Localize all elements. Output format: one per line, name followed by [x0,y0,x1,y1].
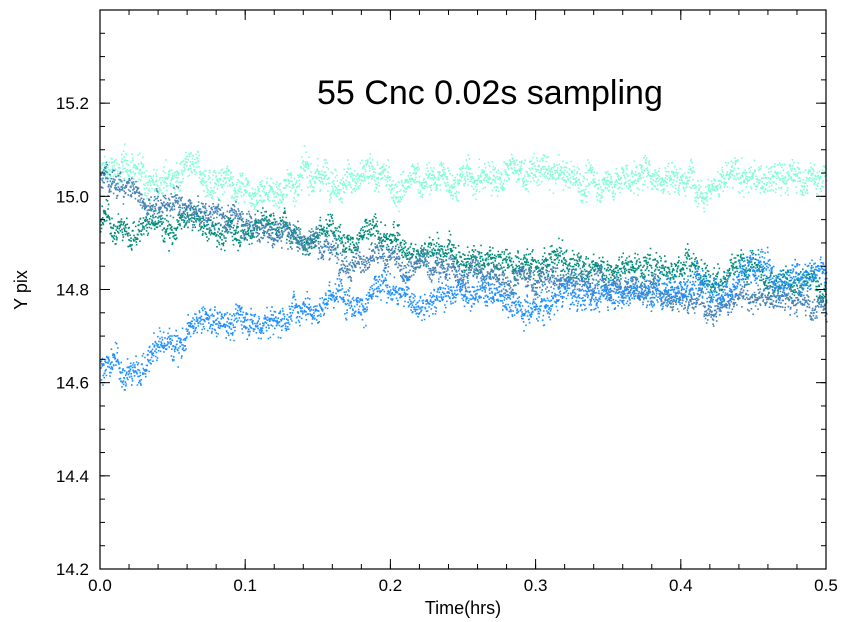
y-tick-label: 15.2 [56,94,89,113]
series-0-scatter [100,143,828,213]
x-tick-label: 0.0 [88,576,112,595]
series-0-points [100,143,828,213]
series-2-points [100,161,828,327]
x-tick-label: 0.5 [814,576,838,595]
y-tick-label: 14.2 [56,560,89,579]
series-layer [100,143,828,391]
tick-layer: 0.0 0.1 0.2 0.3 0.4 0.5 14.2 14.4 14.6 14.8 15.0 15… [56,9,838,595]
y-tick-label: 14.4 [56,467,89,486]
series-2-scatter [100,161,828,327]
y-tick-label: 14.8 [56,281,89,300]
y-axis-label: Y pix [11,270,31,310]
series-3-scatter [100,246,828,391]
x-tick-label: 0.2 [379,576,403,595]
y-tick-label: 14.6 [56,374,89,393]
chart-title: 55 Cnc 0.02s sampling [317,74,663,112]
series-3-points [100,246,828,391]
y-tick-label: 15.0 [56,187,89,206]
x-tick-label: 0.3 [524,576,548,595]
x-tick-label: 0.1 [233,576,257,595]
x-axis-label: Time(hrs) [425,598,501,618]
x-tick-label: 0.4 [669,576,693,595]
